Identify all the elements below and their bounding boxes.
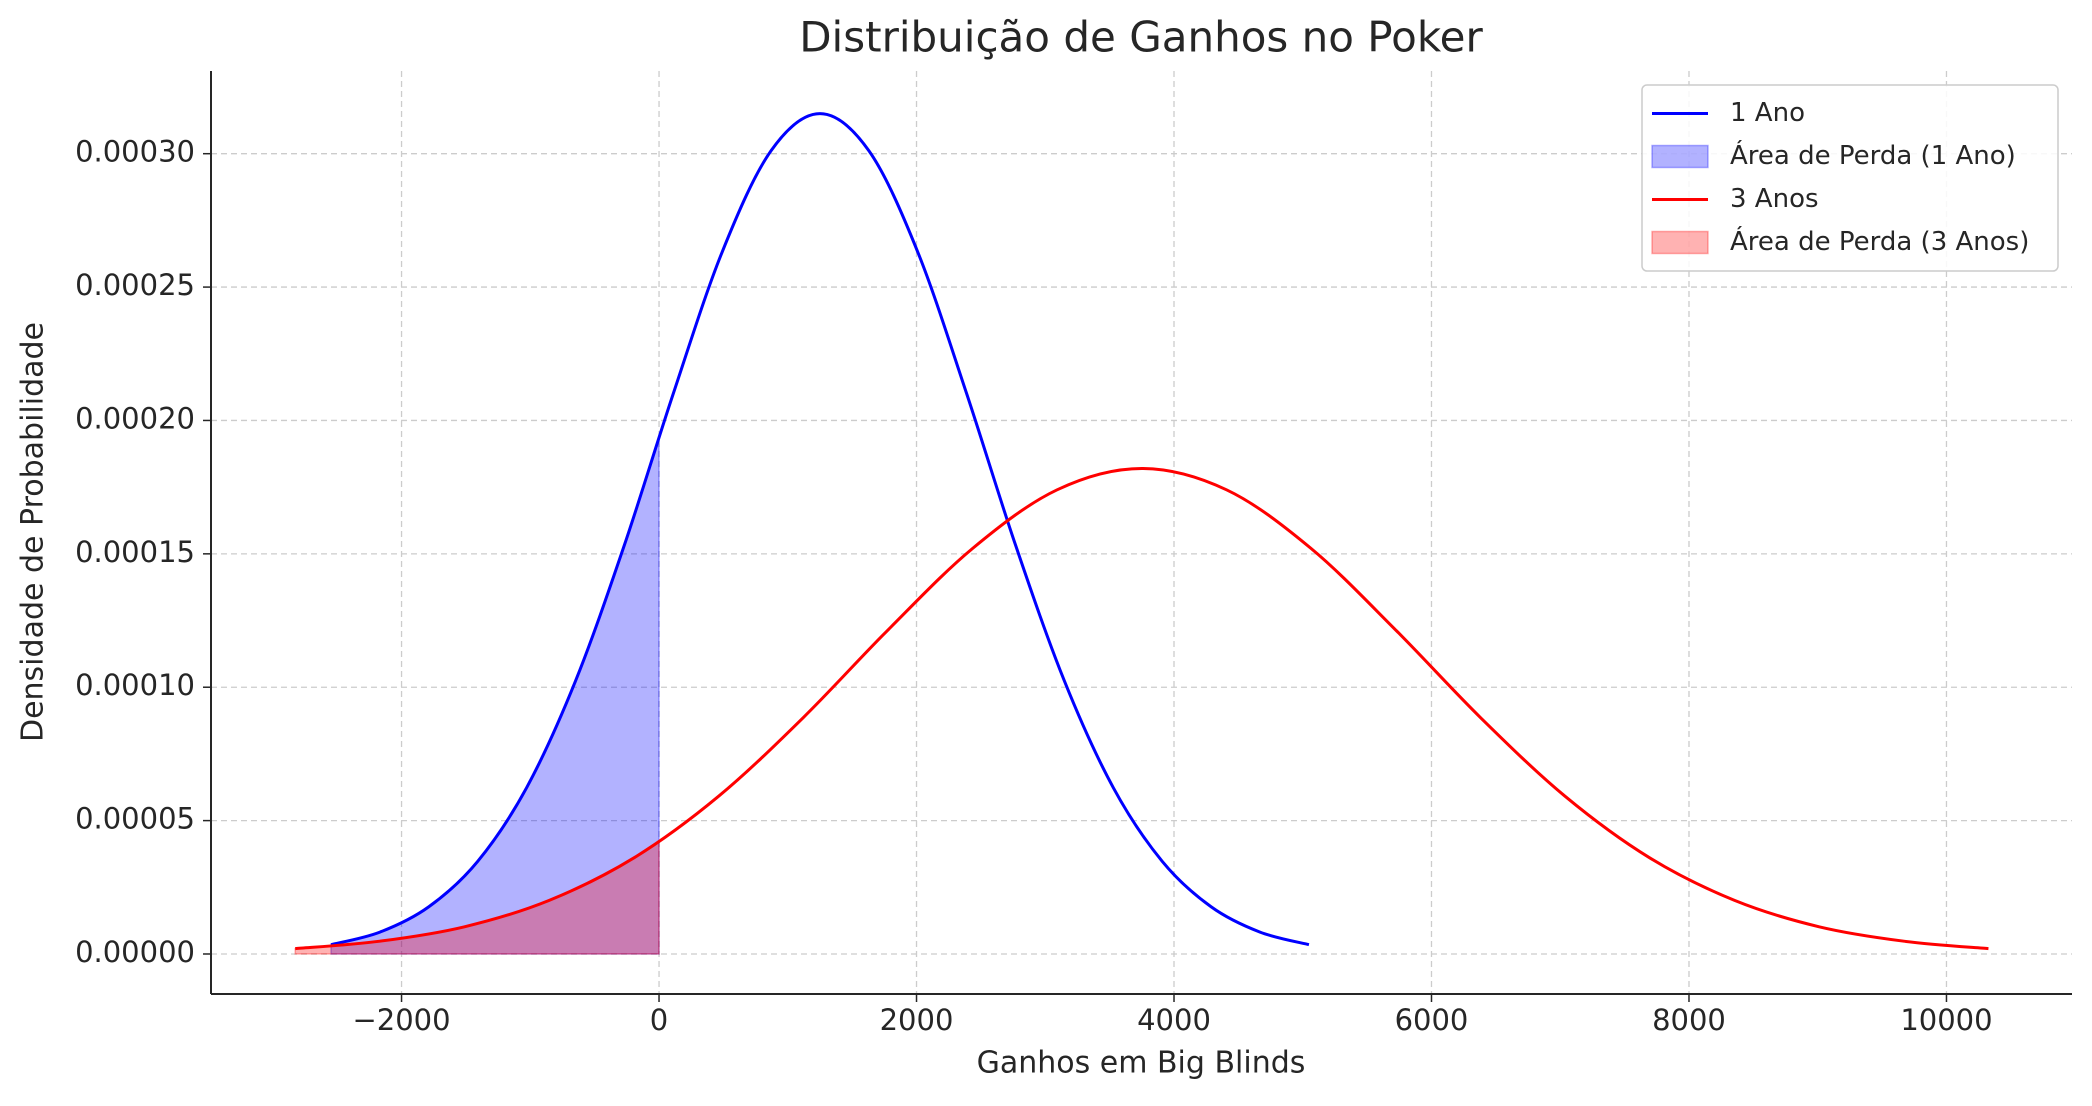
x-tick-label: 4000 xyxy=(1137,1003,1211,1037)
legend-label: Área de Perda (1 Ano) xyxy=(1730,139,2016,171)
x-tick-label: 8000 xyxy=(1652,1003,1726,1037)
density-line xyxy=(330,112,1310,947)
legend-swatch xyxy=(1651,230,1709,255)
x-tick-label: −2000 xyxy=(352,1003,450,1037)
legend-swatch xyxy=(1651,144,1709,169)
y-tick-label: 0.00015 xyxy=(75,535,195,569)
y-tick-label: 0.00030 xyxy=(75,135,195,169)
y-tick-label: 0.00010 xyxy=(75,668,195,702)
x-tick-label: 10000 xyxy=(1900,1003,1992,1037)
legend-label: 3 Anos xyxy=(1730,184,1819,214)
x-tick-label: 2000 xyxy=(880,1003,954,1037)
loss-area xyxy=(330,437,660,955)
x-axis-label: Ganhos em Big Blinds xyxy=(977,1046,1306,1081)
y-tick-label: 0.00005 xyxy=(75,802,195,836)
density-line xyxy=(295,466,1989,951)
loss-area xyxy=(294,840,660,955)
y-tick-label: 0.00020 xyxy=(75,401,195,435)
legend-box xyxy=(1641,84,2059,272)
x-tick-label: 6000 xyxy=(1395,1003,1469,1037)
legend-label: 1 Ano xyxy=(1730,98,1805,128)
legend-label: Área de Perda (3 Anos) xyxy=(1730,225,2029,257)
x-tick-label: 0 xyxy=(650,1003,668,1037)
y-tick-label: 0.00000 xyxy=(75,935,195,969)
y-axis-label: Densidade de Probabilidade xyxy=(16,322,51,742)
y-tick-label: 0.00025 xyxy=(75,268,195,302)
chart-title: Distribuição de Ganhos no Poker xyxy=(799,13,1483,62)
